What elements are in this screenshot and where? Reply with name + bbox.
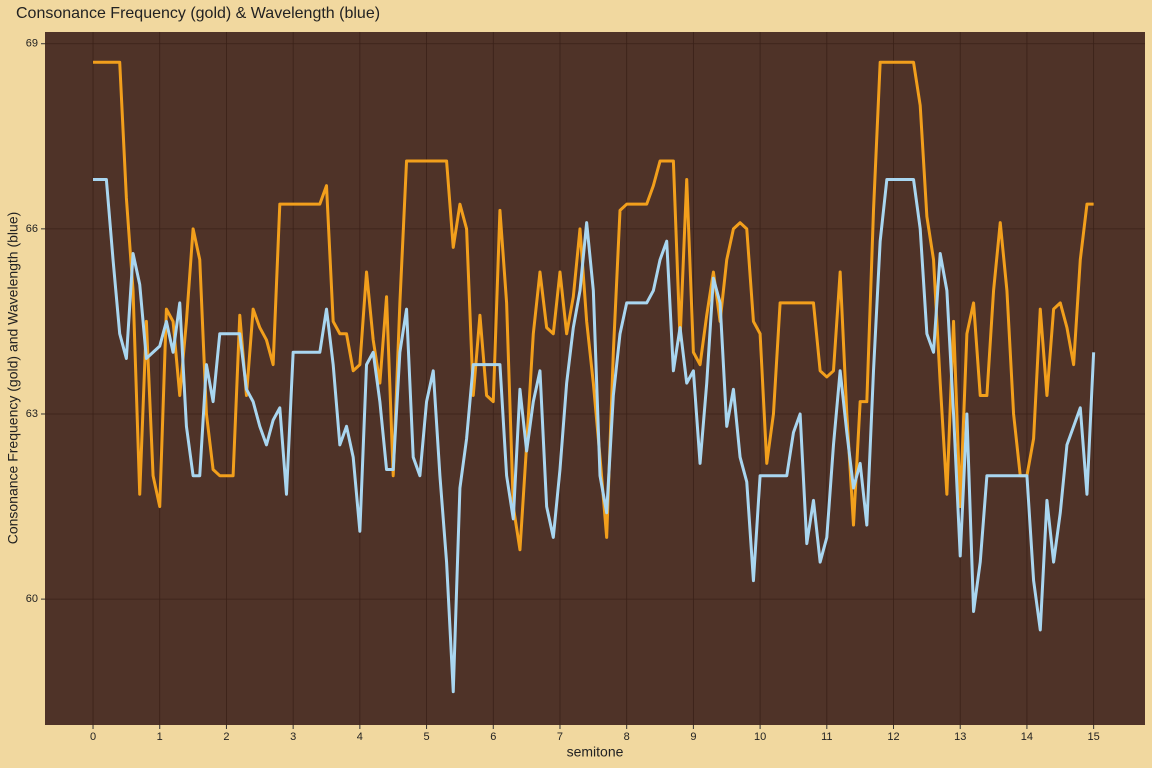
x-tick-label: 0 <box>90 731 96 743</box>
y-tick-label: 69 <box>26 38 38 50</box>
y-tick-label: 63 <box>26 408 38 420</box>
x-tick-label: 15 <box>1088 731 1100 743</box>
x-tick-label: 1 <box>157 731 163 743</box>
x-tick-label: 14 <box>1021 731 1033 743</box>
x-tick-label: 10 <box>754 731 766 743</box>
y-tick-label: 66 <box>26 223 38 235</box>
y-tick-label: 60 <box>26 593 38 605</box>
y-axis-label: Consonance Frequency (gold) and Waveleng… <box>5 212 21 545</box>
series-line <box>93 60 1094 552</box>
x-tick-label: 8 <box>624 731 630 743</box>
x-tick-label: 13 <box>954 731 966 743</box>
chart-title: Consonance Frequency (gold) & Wavelength… <box>16 5 380 22</box>
x-tick-label: 4 <box>357 731 363 743</box>
x-tick-label: 9 <box>690 731 696 743</box>
x-tick-label: 12 <box>887 731 899 743</box>
x-tick-label: 6 <box>490 731 496 743</box>
x-tick-label: 11 <box>821 731 832 743</box>
x-tick-label: 7 <box>557 731 563 743</box>
x-tick-label: 3 <box>290 731 296 743</box>
x-tick-label: 2 <box>223 731 229 743</box>
x-tick-label: 5 <box>424 731 430 743</box>
x-axis-label: semitone <box>567 744 624 760</box>
series-line <box>93 177 1096 694</box>
